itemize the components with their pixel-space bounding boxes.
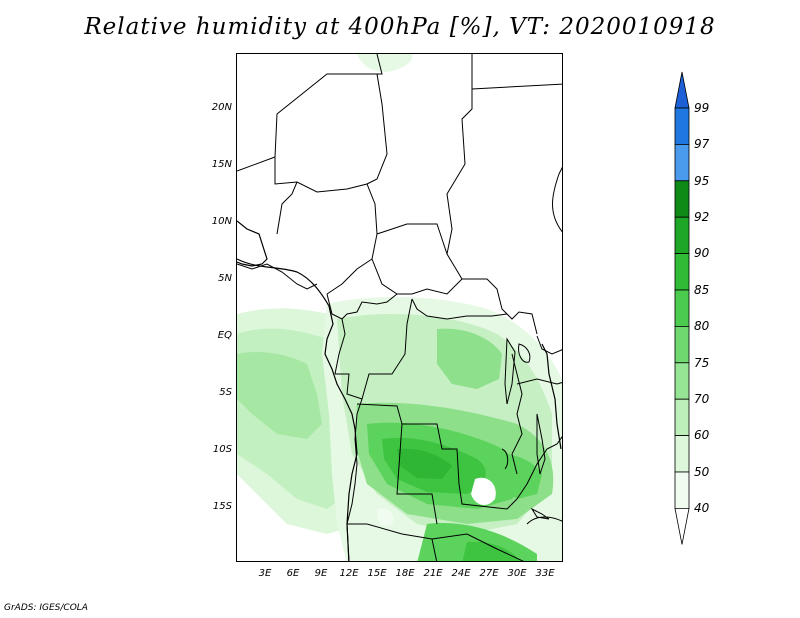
lat-tick-label: 10N [211,216,232,227]
country-borders [237,54,562,561]
humidity-shading [237,54,562,561]
lon-tick-label: 15E [367,568,387,579]
colorbar-segment [674,107,690,145]
lon-tick-label: 9E [314,568,328,579]
lat-tick-label: 15S [212,501,232,512]
colorbar-level-label: 97 [694,137,710,151]
colorbar-level-label: 70 [694,392,710,406]
colorbar-segment [674,289,690,327]
colorbar-segment [674,325,690,364]
lat-tick-label: 15N [211,159,232,170]
colorbar-segment [674,435,690,473]
colorbar-level-label: 99 [694,101,710,115]
map-panel [236,53,563,562]
colorbar-segment [674,216,690,254]
map-title: Relative humidity at 400hPa [%], VT: 202… [84,14,716,40]
colorbar-level-label: 75 [694,356,710,370]
colorbar-segment [674,362,690,400]
lon-tick-label: 27E [479,568,499,579]
lon-tick-label: 18E [395,568,415,579]
colorbar-segment [674,144,690,182]
lat-tick-label: 5N [218,273,232,284]
coastline [237,220,562,561]
lon-tick-label: 6E [286,568,300,579]
map-svg [237,54,562,561]
colorbar-level-label: 90 [694,246,710,260]
colorbar-segment [674,180,690,218]
credit-text: GrADS: IGES/COLA [4,603,88,613]
lon-tick-label: 12E [339,568,359,579]
colorbar-segment [674,398,690,437]
lat-tick-label: 5S [219,387,232,398]
colorbar [674,71,690,545]
colorbar-level-label: 40 [694,501,710,515]
lon-tick-label: 30E [507,568,527,579]
colorbar-level-label: 92 [694,210,710,224]
colorbar-level-label: 85 [694,283,710,297]
lat-tick-label: EQ [217,330,232,341]
colorbar-level-label: 95 [694,174,710,188]
lon-tick-label: 3E [258,568,272,579]
lat-tick-label: 20N [211,102,232,113]
lon-tick-label: 24E [451,568,471,579]
lon-tick-label: 21E [423,568,443,579]
colorbar-segments [674,71,690,545]
colorbar-segment [674,253,690,291]
lat-tick-label: 10S [212,444,232,455]
lon-tick-label: 33E [535,568,555,579]
colorbar-level-label: 80 [694,319,710,333]
lakes [501,337,550,520]
colorbar-top-triangle [674,71,690,109]
colorbar-level-label: 60 [694,428,710,442]
colorbar-level-label: 50 [694,465,710,479]
colorbar-segment [674,471,690,509]
colorbar-bottom-triangle [674,507,690,545]
